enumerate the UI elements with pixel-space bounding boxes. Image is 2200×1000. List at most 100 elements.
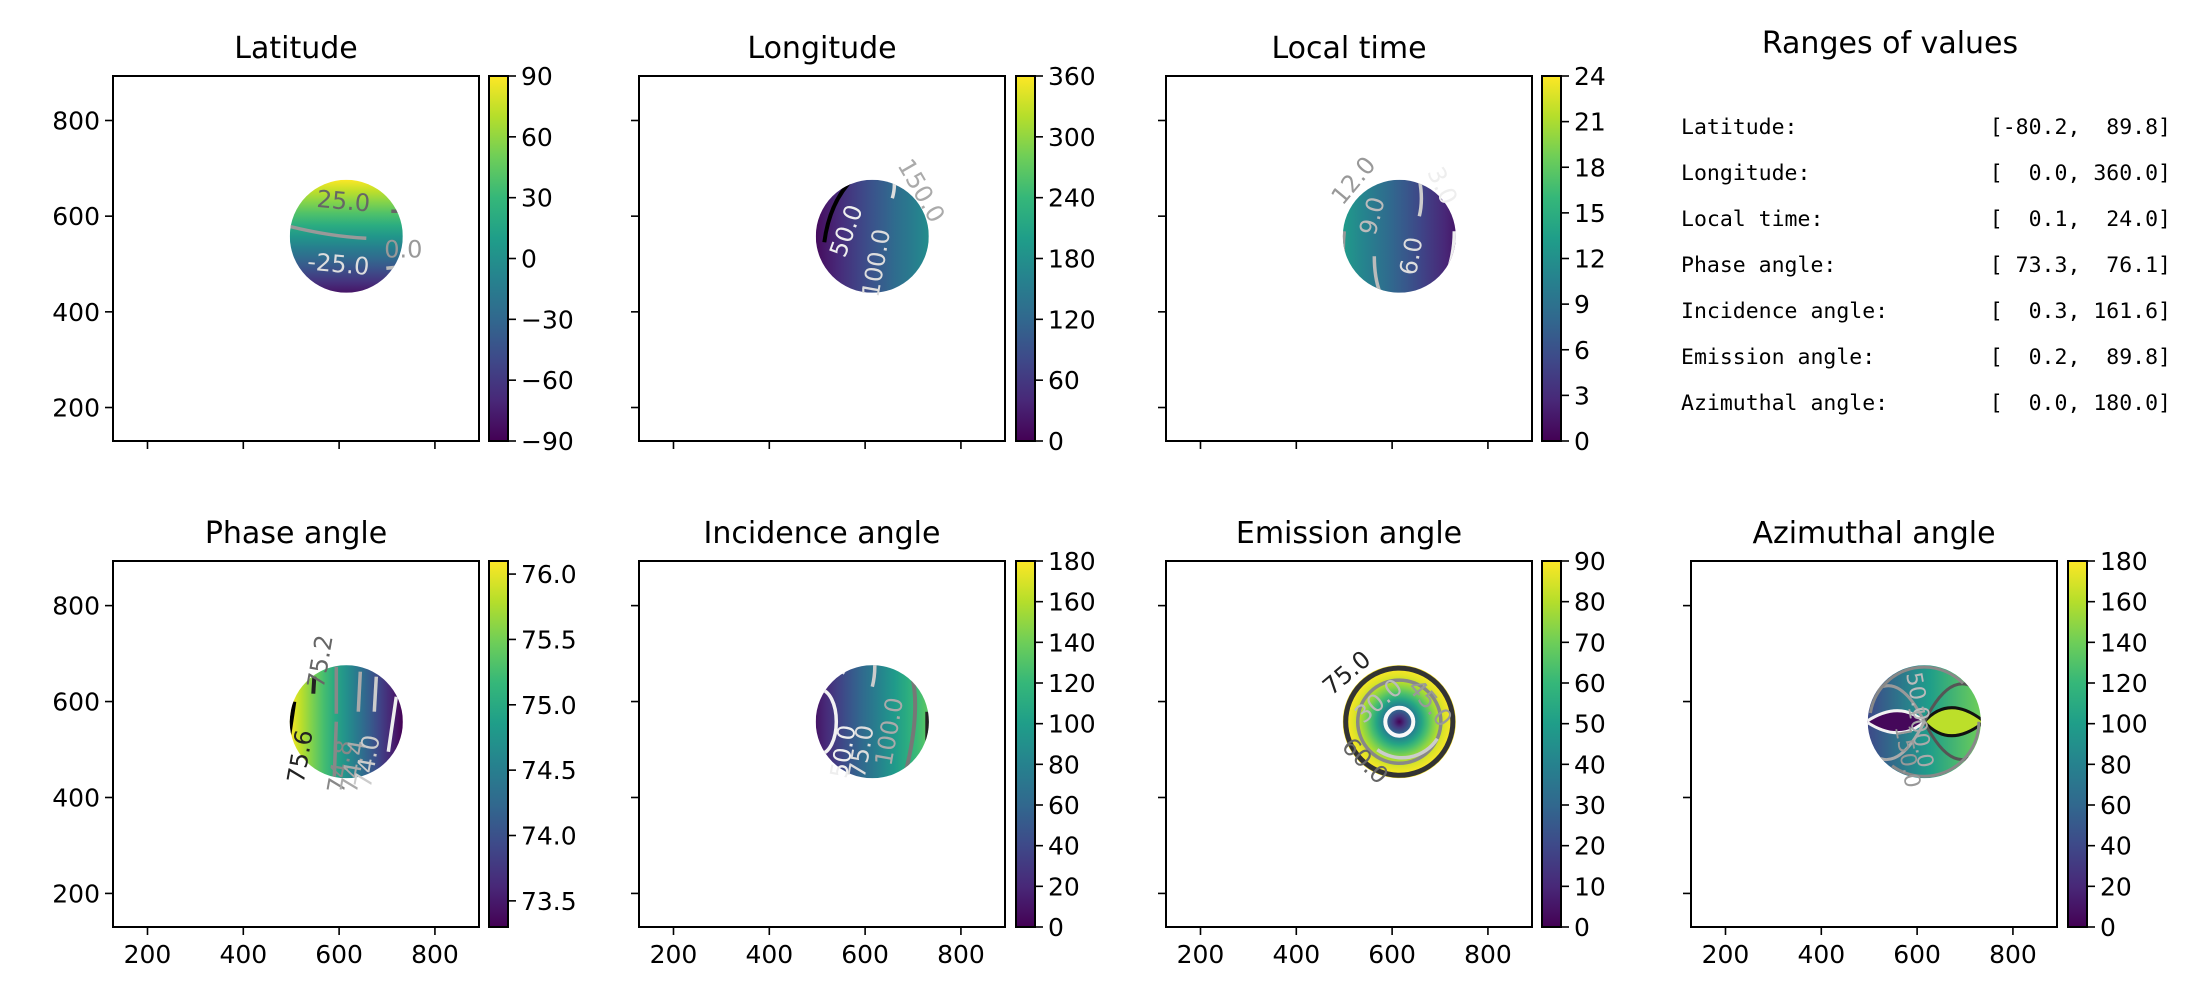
colorbar-tick-label: 300 — [1048, 123, 1096, 152]
colorbar-bar — [1015, 75, 1036, 442]
contour-line — [356, 671, 363, 712]
axes-frame — [1690, 560, 2058, 928]
y-tick-label: 600 — [52, 202, 100, 231]
range-row: Phase angle: [ 73.3, 76.1] — [1681, 246, 2171, 292]
contour-line — [1383, 705, 1416, 738]
contour-line — [301, 153, 389, 158]
contour-line — [1355, 678, 1443, 766]
colorbar-tick-label: 20 — [1048, 872, 1080, 901]
colorbar-tick-label: 160 — [2100, 588, 2148, 617]
axes-frame — [112, 75, 480, 442]
y-tick-label: 800 — [52, 592, 100, 621]
y-tick-label: 200 — [52, 394, 100, 423]
colorbar-tick-label: 74.5 — [521, 756, 577, 785]
panel-title: Latitude — [234, 31, 357, 66]
colorbar-tick-label: 180 — [1048, 245, 1096, 274]
x-tick-label: 400 — [745, 940, 793, 969]
colorbar-tick-label: 24 — [1574, 62, 1606, 91]
colorbar-tick-label: 40 — [1574, 750, 1606, 779]
panel-title: Local time — [1271, 31, 1426, 66]
colorbar-tick-label: 74.0 — [521, 822, 577, 851]
colorbar-tick-label: 60 — [2100, 791, 2132, 820]
colorbar-tick-label: 30 — [521, 184, 553, 213]
disk-fill — [289, 665, 403, 779]
colorbar-tick-label: 20 — [1574, 832, 1606, 861]
y-tick-label: 800 — [52, 106, 100, 135]
contour-line — [332, 721, 339, 777]
y-tick-label: 400 — [52, 783, 100, 812]
range-label: Local time: — [1681, 207, 1824, 232]
contour-line — [1415, 179, 1424, 217]
colorbar-tick-label: 15 — [1574, 199, 1606, 228]
colorbar-tick-label: 75.5 — [521, 625, 577, 654]
colorbar-tick-label: 100 — [2100, 710, 2148, 739]
panel-latitude: Latitude 25.0 0.0 -25.0 200 400 600 800 90 60 30 0 −… — [52, 31, 573, 456]
range-label: Phase angle: — [1681, 253, 1837, 278]
colorbar: 180 160 140 120 100 80 60 40 20 0 — [2067, 547, 2148, 942]
range-label: Incidence angle: — [1681, 299, 1889, 324]
colorbar-tick-label: 50 — [1574, 710, 1606, 739]
colorbar-tick-label: 21 — [1574, 108, 1606, 137]
panel-title: Emission angle — [1236, 516, 1462, 551]
range-row: Azimuthal angle: [ 0.0, 180.0] — [1681, 384, 2171, 430]
contour-line — [289, 701, 297, 742]
ranges-title: Ranges of values — [1761, 26, 2019, 61]
ranges-list: Latitude: [-80.2, 89.8] Longitude: [ 0.0, … — [1681, 108, 2171, 430]
contour-line — [372, 676, 379, 712]
colorbar-tick-label: 40 — [1048, 832, 1080, 861]
range-row: Local time: [ 0.1, 24.0] — [1681, 200, 2171, 246]
colorbar-bar — [488, 75, 509, 442]
colorbar-tick-label: 10 — [1574, 872, 1606, 901]
colorbar-tick-label: −90 — [521, 427, 574, 456]
colorbar: 90 60 30 0 −30 −60 −90 — [488, 62, 574, 456]
contour-label: 25.0 — [316, 185, 372, 218]
colorbar-tick-label: 76.0 — [521, 560, 577, 589]
axes-frame — [112, 560, 480, 928]
x-tick-label: 400 — [219, 940, 267, 969]
colorbar-tick-label: 240 — [1048, 184, 1096, 213]
colorbar: 180 160 140 120 100 80 60 40 20 0 — [1015, 547, 1096, 942]
range-label: Longitude: — [1681, 161, 1811, 186]
colorbar-bar — [1541, 75, 1562, 442]
colorbar-tick-label: −60 — [521, 366, 574, 395]
colorbar-tick-label: 3 — [1574, 381, 1590, 410]
x-tick-label: 600 — [1368, 940, 1416, 969]
colorbar-tick-label: 60 — [1574, 669, 1606, 698]
contour-label: -25.0 — [306, 248, 370, 281]
colorbar-bar — [1541, 560, 1562, 928]
colorbar-tick-label: 73.5 — [521, 887, 577, 916]
colorbar-tick-label: 0 — [1048, 427, 1064, 456]
range-row: Longitude: [ 0.0, 360.0] — [1681, 154, 2171, 200]
colorbar-tick-label: 75.0 — [521, 691, 577, 720]
colorbar-tick-label: 120 — [1048, 305, 1096, 334]
colorbar-tick-label: 70 — [1574, 628, 1606, 657]
colorbar-tick-label: 80 — [2100, 750, 2132, 779]
colorbar-tick-label: 60 — [1048, 366, 1080, 395]
colorbar-tick-label: 140 — [2100, 628, 2148, 657]
y-tick-label: 400 — [52, 298, 100, 327]
colorbar-tick-label: 80 — [1048, 750, 1080, 779]
y-tick-label: 200 — [52, 879, 100, 908]
panel-title: Longitude — [747, 31, 896, 66]
colorbar-bar — [1015, 560, 1036, 928]
colorbar-tick-label: 6 — [1574, 336, 1590, 365]
x-tick-label: 200 — [1177, 940, 1225, 969]
contour-line — [840, 665, 849, 675]
range-value: [ 73.3, 76.1] — [1989, 253, 2171, 278]
colorbar-tick-label: 18 — [1574, 153, 1606, 182]
colorbar-tick-label: 140 — [1048, 628, 1096, 657]
colorbar-bar — [488, 560, 509, 928]
contour-label: 75.6 — [282, 728, 319, 785]
colorbar-tick-label: 0 — [1574, 913, 1590, 942]
disk-fill — [1342, 179, 1456, 293]
x-tick-label: 800 — [937, 940, 985, 969]
colorbar: 90 80 70 60 50 40 30 20 10 0 — [1541, 547, 1606, 942]
axes-frame — [1165, 560, 1533, 928]
colorbar-tick-label: 80 — [1574, 588, 1606, 617]
contour-line — [870, 665, 877, 688]
x-tick-label: 800 — [411, 940, 459, 969]
